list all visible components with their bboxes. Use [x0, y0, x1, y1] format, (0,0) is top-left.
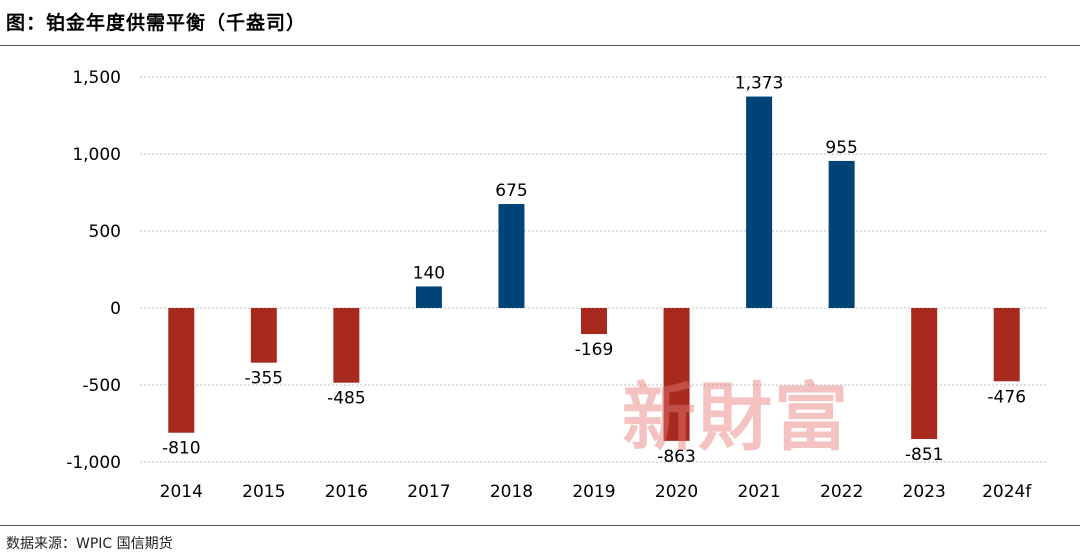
bar: [415, 286, 442, 308]
bar: [250, 308, 277, 363]
bar: [828, 160, 855, 308]
bar: [746, 96, 773, 308]
data-label: 675: [495, 181, 527, 201]
data-label: 955: [825, 138, 857, 158]
data-label: -476: [987, 387, 1026, 407]
bar-chart: -1,000 -500 0 500 1,000 1,500 -810 2014 -355 2015…: [66, 68, 1048, 502]
x-tick-label: 2023: [903, 482, 946, 502]
top-rule: [0, 45, 1080, 46]
x-tick-label: 2017: [407, 482, 450, 502]
watermark: 新財富: [622, 375, 850, 461]
data-label: 1,373: [735, 74, 784, 94]
y-tick-label: 1,500: [72, 68, 121, 88]
data-label: 140: [413, 263, 445, 283]
x-tick-label: 2024f: [982, 482, 1032, 502]
x-tick-label: 2018: [490, 482, 533, 502]
x-tick-label: 2020: [655, 482, 698, 502]
bar: [663, 308, 690, 441]
chart-title: 图：铂金年度供需平衡（千盎司）: [6, 12, 307, 34]
y-tick-label: 1,000: [72, 145, 121, 165]
bar: [168, 308, 195, 433]
bar: [333, 308, 360, 383]
data-label: -169: [575, 340, 614, 360]
bar: [581, 308, 607, 335]
bottom-rule: [0, 525, 1080, 526]
x-tick-label: 2022: [820, 482, 863, 502]
x-tick-label: 2015: [242, 482, 285, 502]
data-label: -863: [657, 447, 696, 467]
x-tick-label: 2014: [160, 482, 203, 502]
y-tick-label: 0: [110, 299, 121, 319]
bar: [911, 308, 938, 440]
x-tick-label: 2021: [737, 482, 780, 502]
source-note: 数据来源：WPIC 国信期货: [6, 536, 173, 552]
y-tick-label: -1,000: [66, 453, 121, 473]
bar: [993, 308, 1020, 382]
bar: [498, 204, 525, 308]
y-tick-label: 500: [89, 222, 121, 242]
x-tick-label: 2016: [325, 482, 368, 502]
data-label: -851: [905, 445, 944, 465]
data-label: -355: [245, 369, 284, 389]
data-label: -810: [162, 439, 201, 459]
y-tick-label: -500: [82, 376, 121, 396]
data-label: -485: [327, 389, 366, 409]
x-tick-label: 2019: [572, 482, 615, 502]
